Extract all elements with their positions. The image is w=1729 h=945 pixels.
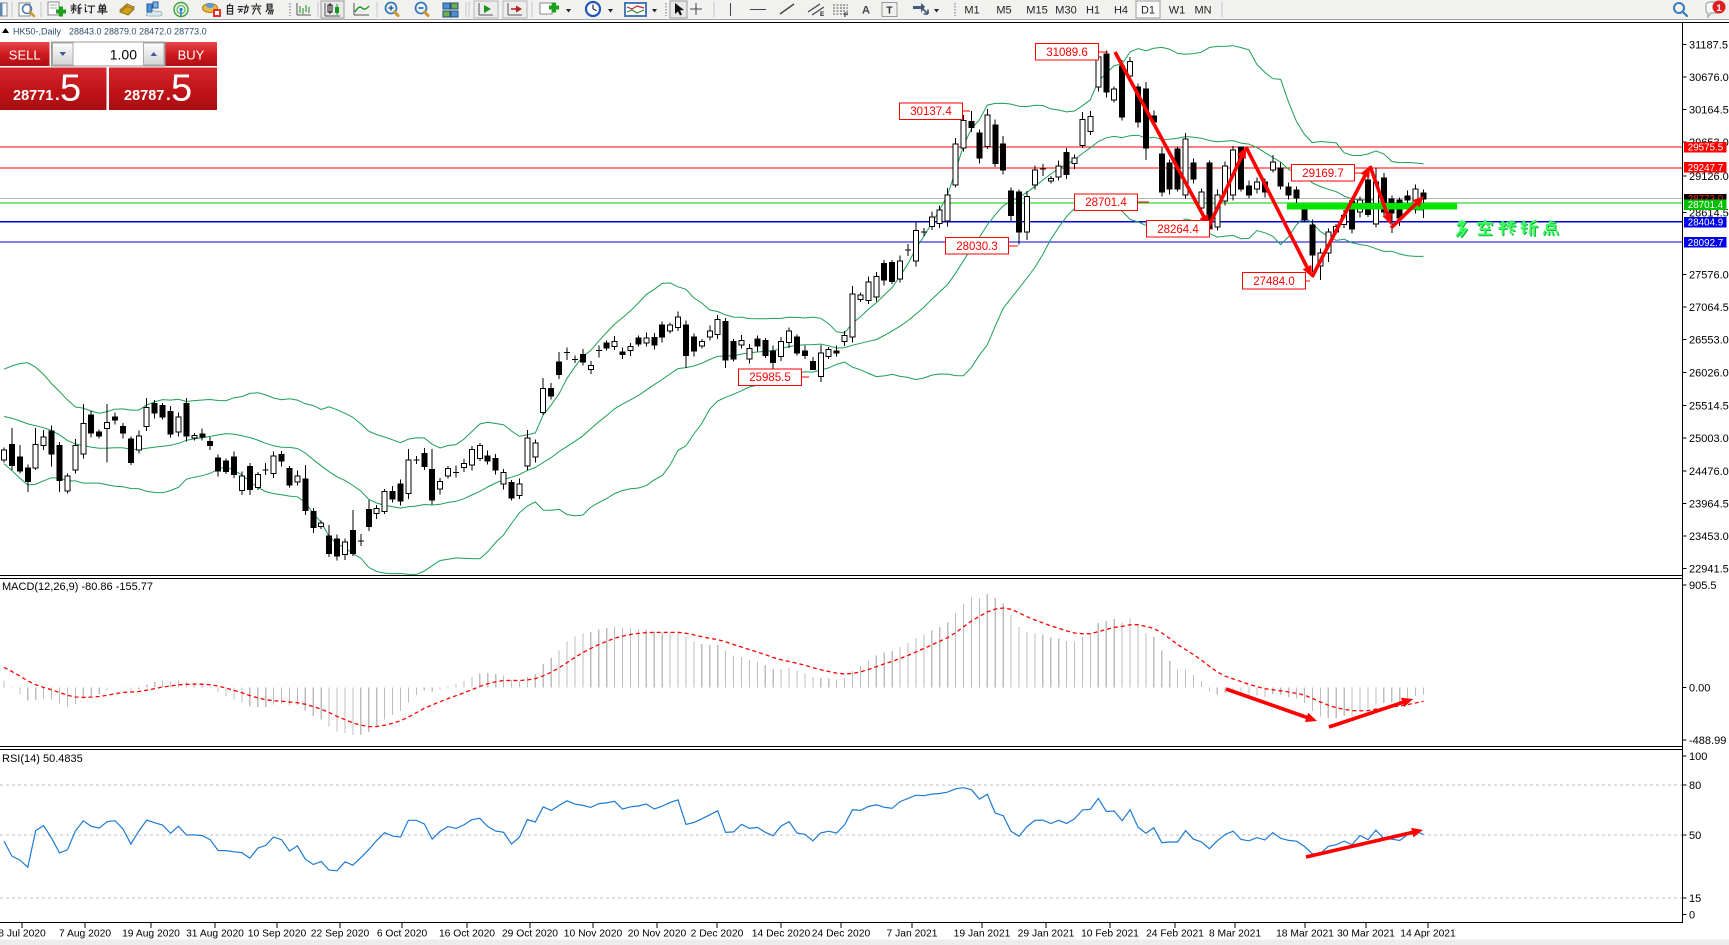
svg-text:30676.0: 30676.0 <box>1689 72 1729 84</box>
svg-text:23453.0: 23453.0 <box>1689 531 1729 543</box>
svg-text:24476.0: 24476.0 <box>1689 466 1729 478</box>
svg-text:25514.5: 25514.5 <box>1689 400 1729 412</box>
svg-text:19 Jan 2021: 19 Jan 2021 <box>954 929 1011 940</box>
svg-text:22941.5: 22941.5 <box>1689 564 1729 576</box>
svg-text:26553.0: 26553.0 <box>1689 335 1729 347</box>
svg-text:29126.0: 29126.0 <box>1689 171 1729 183</box>
svg-text:28701.4: 28701.4 <box>1688 200 1724 211</box>
svg-text:31089.6: 31089.6 <box>1046 47 1088 59</box>
svg-text:8 Jul 2020: 8 Jul 2020 <box>0 929 46 940</box>
svg-text:28771: 28771 <box>13 88 53 104</box>
svg-text:MN: MN <box>1194 5 1211 17</box>
svg-text:M30: M30 <box>1055 5 1076 17</box>
svg-text:28843.0 28879.0 28472.0 28773.: 28843.0 28879.0 28472.0 28773.0 <box>69 27 207 37</box>
svg-text:14 Apr 2021: 14 Apr 2021 <box>1400 929 1456 940</box>
svg-text:BUY: BUY <box>178 48 205 63</box>
svg-text:D1: D1 <box>1141 5 1155 17</box>
svg-text:10 Feb 2021: 10 Feb 2021 <box>1081 929 1139 940</box>
svg-text:28092.7: 28092.7 <box>1688 238 1723 249</box>
svg-text:6 Oct 2020: 6 Oct 2020 <box>377 929 428 940</box>
svg-text:0: 0 <box>1689 910 1695 922</box>
svg-text:29 Oct 2020: 29 Oct 2020 <box>502 929 558 940</box>
svg-text:HK50-,Daily: HK50-,Daily <box>13 27 62 37</box>
svg-text:7 Jan 2021: 7 Jan 2021 <box>887 929 938 940</box>
svg-text:H1: H1 <box>1086 5 1100 17</box>
svg-text:M5: M5 <box>996 5 1011 17</box>
svg-text:28264.4: 28264.4 <box>1157 224 1199 236</box>
svg-text:100: 100 <box>1689 751 1707 763</box>
svg-text:24 Feb 2021: 24 Feb 2021 <box>1146 929 1204 940</box>
svg-text:15: 15 <box>1689 893 1701 905</box>
svg-text:SELL: SELL <box>9 48 41 63</box>
svg-text:20 Nov 2020: 20 Nov 2020 <box>628 929 687 940</box>
svg-text:28614.5: 28614.5 <box>1689 208 1729 220</box>
svg-text:29169.7: 29169.7 <box>1302 168 1344 180</box>
svg-text:.: . <box>166 85 171 104</box>
svg-text:14 Dec 2020: 14 Dec 2020 <box>752 929 811 940</box>
svg-text:2 Dec 2020: 2 Dec 2020 <box>691 929 744 940</box>
svg-text:MACD(12,26,9) -80.86 -155.77: MACD(12,26,9) -80.86 -155.77 <box>2 581 153 593</box>
svg-text:8 Mar 2021: 8 Mar 2021 <box>1209 929 1261 940</box>
svg-text:28404.9: 28404.9 <box>1688 218 1723 229</box>
svg-text:-488.99: -488.99 <box>1689 735 1726 747</box>
svg-text:28787: 28787 <box>124 88 164 104</box>
svg-text:0.00: 0.00 <box>1689 683 1710 695</box>
svg-text:25003.0: 25003.0 <box>1689 433 1729 445</box>
svg-text:29 Jan 2021: 29 Jan 2021 <box>1018 929 1075 940</box>
svg-text:18 Mar 2021: 18 Mar 2021 <box>1276 929 1334 940</box>
svg-text:23964.5: 23964.5 <box>1689 499 1729 511</box>
svg-text:7 Aug 2020: 7 Aug 2020 <box>59 929 111 940</box>
svg-text:M15: M15 <box>1026 5 1047 17</box>
svg-text:10 Nov 2020: 10 Nov 2020 <box>564 929 623 940</box>
svg-text:28030.3: 28030.3 <box>956 241 998 253</box>
svg-text:24 Dec 2020: 24 Dec 2020 <box>812 929 871 940</box>
svg-text:16 Oct 2020: 16 Oct 2020 <box>439 929 495 940</box>
svg-text:22 Sep 2020: 22 Sep 2020 <box>311 929 370 940</box>
svg-text:5: 5 <box>171 68 192 110</box>
svg-text:80: 80 <box>1689 780 1701 792</box>
svg-text:28701.4: 28701.4 <box>1085 197 1127 209</box>
svg-text:H4: H4 <box>1114 5 1128 17</box>
svg-text:25985.5: 25985.5 <box>749 372 791 384</box>
svg-text:.: . <box>55 85 60 104</box>
svg-text:W1: W1 <box>1169 5 1186 17</box>
svg-text:1: 1 <box>1716 3 1722 14</box>
svg-text:A: A <box>862 5 870 17</box>
svg-text:19 Aug 2020: 19 Aug 2020 <box>122 929 180 940</box>
svg-text:30 Mar 2021: 30 Mar 2021 <box>1337 929 1395 940</box>
svg-text:1.00: 1.00 <box>110 47 137 63</box>
svg-text:26026.0: 26026.0 <box>1689 368 1729 380</box>
svg-text:31187.5: 31187.5 <box>1689 40 1728 52</box>
svg-text:905.5: 905.5 <box>1689 580 1717 592</box>
svg-text:5: 5 <box>60 68 81 110</box>
svg-text:27484.0: 27484.0 <box>1253 276 1295 288</box>
svg-text:50: 50 <box>1689 830 1701 842</box>
svg-text:10 Sep 2020: 10 Sep 2020 <box>248 929 307 940</box>
svg-text:27576.0: 27576.0 <box>1689 270 1729 282</box>
svg-text:T: T <box>886 5 893 17</box>
svg-text:30137.4: 30137.4 <box>910 106 952 118</box>
svg-text:27064.5: 27064.5 <box>1689 302 1729 314</box>
svg-text:E: E <box>820 11 825 18</box>
svg-text:F: F <box>844 12 848 19</box>
svg-text:29247.7: 29247.7 <box>1688 163 1723 174</box>
svg-text:31 Aug 2020: 31 Aug 2020 <box>186 929 244 940</box>
svg-text:29575.5: 29575.5 <box>1688 143 1724 154</box>
svg-text:30164.5: 30164.5 <box>1689 105 1729 117</box>
svg-text:RSI(14) 50.4835: RSI(14) 50.4835 <box>2 753 83 765</box>
svg-text:M1: M1 <box>964 5 979 17</box>
